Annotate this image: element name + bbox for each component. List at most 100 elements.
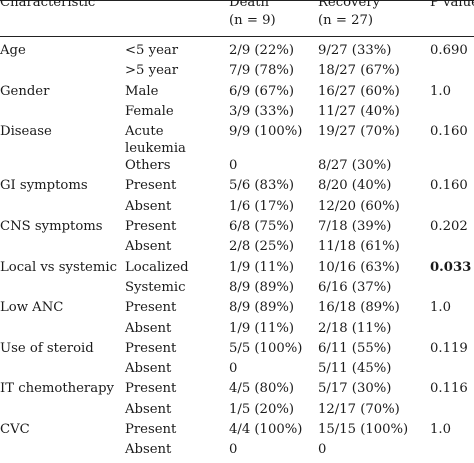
table-row: Absent 0 5/11 (45%)	[0, 361, 474, 381]
header-characteristic: Characteristic	[0, 0, 96, 10]
group-cell: Absent	[125, 320, 172, 336]
recovery-cell: 11/27 (40%)	[318, 103, 400, 119]
recovery-cell: 19/27 (70%)	[318, 124, 400, 140]
header-rule	[0, 36, 474, 37]
p-value-cell: 0.690	[430, 43, 468, 58]
p-value-cell: 0.033	[430, 259, 472, 275]
characteristic-cell: Gender	[0, 83, 50, 99]
death-cell: 5/5 (100%)	[229, 340, 303, 356]
death-cell: 6/9 (67%)	[229, 83, 295, 99]
table-row: >5 year 7/9 (78%) 18/27 (67%)	[0, 63, 474, 83]
p-value-cell: 0.202	[430, 219, 468, 235]
characteristic-cell: Disease	[0, 124, 52, 140]
death-cell: 3/9 (33%)	[229, 103, 295, 119]
header-recovery-n: (n = 27)	[318, 13, 373, 28]
group-cell: <5 year	[125, 43, 179, 58]
group-cell: Present	[125, 422, 177, 438]
characteristic-cell: CVC	[0, 422, 30, 438]
group-cell: >5 year	[125, 63, 179, 79]
group-cell: Present	[125, 381, 177, 397]
table-row: Systemic 8/9 (89%) 6/16 (37%)	[0, 280, 474, 300]
death-cell: 8/9 (89%)	[229, 300, 295, 316]
header-recovery: Recovery	[318, 0, 381, 10]
death-cell: 0	[229, 158, 238, 174]
group-cell: Present	[125, 300, 177, 316]
table-row: Low ANC Present 8/9 (89%) 16/18 (89%) 1.0	[0, 300, 474, 320]
table-row: Absent 1/6 (17%) 12/20 (60%)	[0, 199, 474, 219]
recovery-cell: 6/16 (37%)	[318, 279, 392, 295]
group-cell: Absent	[125, 442, 172, 458]
recovery-cell: 5/17 (30%)	[318, 381, 392, 397]
group-cell: Absent	[125, 401, 172, 417]
group-cell: Others	[125, 158, 171, 174]
recovery-cell: 5/11 (45%)	[318, 361, 392, 377]
recovery-cell: 2/18 (11%)	[318, 320, 392, 336]
table-row: Absent 2/8 (25%) 11/18 (61%)	[0, 239, 474, 259]
recovery-cell: 8/20 (40%)	[318, 178, 392, 194]
group-cell: Localized	[125, 259, 189, 275]
top-rule	[0, 0, 474, 1]
recovery-cell: 8/27 (30%)	[318, 158, 392, 174]
table-row: Use of steroid Present 5/5 (100%) 6/11 (55%…	[0, 341, 474, 361]
characteristic-cell: IT chemotherapy	[0, 381, 114, 397]
death-cell: 8/9 (89%)	[229, 279, 295, 295]
recovery-cell: 12/17 (70%)	[318, 401, 400, 417]
group-cell: Systemic	[125, 279, 186, 295]
table-row: Absent 0 0	[0, 442, 474, 462]
group-cell: Acute leukemia	[125, 124, 186, 156]
table-row: Female 3/9 (33%) 11/27 (40%)	[0, 104, 474, 124]
p-value-cell: 1.0	[430, 422, 451, 438]
group-cell: Absent	[125, 361, 172, 377]
p-value-cell: 0.116	[430, 381, 468, 397]
death-cell: 6/8 (75%)	[229, 219, 295, 235]
table-row: Absent 1/9 (11%) 2/18 (11%)	[0, 321, 474, 341]
characteristic-cell: Use of steroid	[0, 340, 94, 356]
death-cell: 7/9 (78%)	[229, 63, 295, 79]
group-cell: Present	[125, 340, 177, 356]
death-cell: 1/6 (17%)	[229, 198, 295, 214]
p-value-cell: 1.0	[430, 83, 451, 99]
p-value-cell: 1.0	[430, 300, 451, 316]
recovery-cell: 9/27 (33%)	[318, 43, 392, 58]
table-row: Age <5 year 2/9 (22%) 9/27 (33%) 0.690	[0, 43, 474, 63]
characteristic-cell: Local vs systemic	[0, 259, 117, 275]
group-cell: Female	[125, 103, 174, 119]
death-cell: 0	[229, 442, 238, 458]
death-cell: 4/4 (100%)	[229, 422, 303, 438]
table-row: Gender Male 6/9 (67%) 16/27 (60%) 1.0	[0, 84, 474, 104]
p-value-cell: 0.160	[430, 178, 468, 194]
death-cell: 2/9 (22%)	[229, 43, 295, 58]
header-p-value: P value	[430, 0, 474, 10]
table-row: Local vs systemic Localized 1/9 (11%) 10/16…	[0, 260, 474, 280]
death-cell: 1/9 (11%)	[229, 259, 295, 275]
group-cell: Present	[125, 219, 177, 235]
recovery-cell: 16/27 (60%)	[318, 83, 400, 99]
table-row: Others 0 8/27 (30%)	[0, 158, 474, 178]
recovery-cell: 7/18 (39%)	[318, 219, 392, 235]
table-row: Disease Acute leukemia 9/9 (100%) 19/27 (70%…	[0, 124, 474, 158]
characteristic-cell: CNS symptoms	[0, 219, 103, 235]
death-cell: 1/9 (11%)	[229, 320, 295, 336]
table-body: Age <5 year 2/9 (22%) 9/27 (33%) 0.690 >5 yea…	[0, 43, 474, 463]
death-cell: 5/6 (83%)	[229, 178, 295, 194]
group-cell: Absent	[125, 239, 172, 255]
characteristic-cell: Age	[0, 43, 26, 58]
characteristic-cell: Low ANC	[0, 300, 64, 316]
recovery-cell: 11/18 (61%)	[318, 239, 400, 255]
group-cell: Male	[125, 83, 159, 99]
death-cell: 4/5 (80%)	[229, 381, 295, 397]
group-cell: Present	[125, 178, 177, 194]
header-death-n: (n = 9)	[229, 13, 276, 28]
death-cell: 9/9 (100%)	[229, 124, 303, 140]
recovery-cell: 12/20 (60%)	[318, 198, 400, 214]
death-cell: 0	[229, 361, 238, 377]
recovery-cell: 6/11 (55%)	[318, 340, 392, 356]
table-row: CNS symptoms Present 6/8 (75%) 7/18 (39%) 0.…	[0, 219, 474, 239]
group-cell: Absent	[125, 198, 172, 214]
p-value-cell: 0.119	[430, 340, 468, 356]
p-value-cell: 0.160	[430, 124, 468, 140]
recovery-cell: 15/15 (100%)	[318, 422, 409, 438]
table-row: GI symptoms Present 5/6 (83%) 8/20 (40%) 0.1…	[0, 178, 474, 198]
death-cell: 2/8 (25%)	[229, 239, 295, 255]
death-cell: 1/5 (20%)	[229, 401, 295, 417]
